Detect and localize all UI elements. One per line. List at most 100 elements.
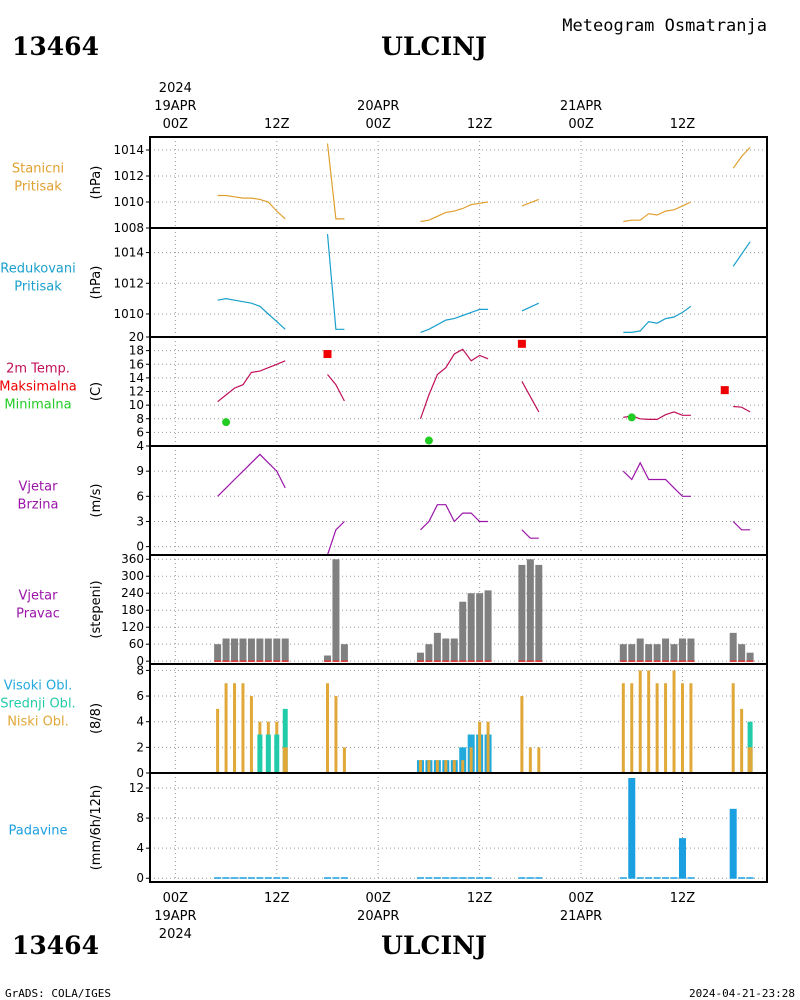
mid-cloud-bar — [257, 734, 263, 773]
direction-bar — [467, 593, 475, 662]
footer-credit: GrADS: COLA/IGES — [5, 987, 111, 1000]
direction-bar — [653, 644, 661, 662]
low-cloud-bar — [241, 683, 245, 773]
precip-bar — [247, 877, 255, 879]
low-cloud-bar — [224, 683, 228, 773]
unit-label: (m/s) — [89, 484, 104, 518]
y-tick-label: 360 — [121, 552, 144, 566]
direction-bar — [535, 564, 543, 662]
series-line — [521, 529, 539, 539]
variable-label: Vjetar — [19, 480, 59, 495]
variable-label: Visoki Obl. — [4, 679, 72, 694]
low-cloud-bar — [461, 760, 465, 773]
low-cloud-bar — [621, 683, 625, 773]
precip-bar — [653, 877, 661, 879]
direction-bar — [670, 644, 678, 662]
y-tick-label: 120 — [121, 620, 144, 634]
series-line — [326, 234, 345, 330]
direction-bar — [273, 638, 281, 662]
series-line — [420, 201, 489, 223]
direction-bar — [628, 644, 636, 662]
panel-wind-speed: 0 3 6 9 (m/s) Vjetar Brzina — [18, 445, 768, 556]
low-cloud-bar — [520, 696, 524, 773]
direction-bar — [476, 593, 484, 662]
time-hour-label-top: 00Z — [568, 117, 594, 132]
series-line — [622, 461, 691, 497]
series-line — [420, 308, 489, 333]
y-tick-label: 14 — [129, 371, 144, 385]
series-line — [732, 146, 751, 169]
y-tick-label: 16 — [129, 357, 144, 371]
low-cloud-bar — [672, 670, 676, 773]
y-tick-label: 300 — [121, 569, 144, 583]
low-cloud-bar — [740, 708, 744, 773]
time-date-label-bottom: 19APR — [154, 909, 196, 924]
time-date-label-bottom: 21APR — [560, 909, 602, 924]
station-id-top: 13464 — [12, 32, 99, 61]
precip-bar — [442, 877, 450, 879]
series-line — [521, 381, 540, 413]
y-tick-label: 1012 — [113, 276, 144, 290]
precip-bar — [425, 877, 433, 879]
variable-label: Stanicni — [12, 162, 64, 177]
precip-bar — [518, 877, 526, 879]
unit-label: (mm/6h/12h) — [89, 785, 104, 871]
series-line — [217, 297, 286, 330]
low-cloud-bar — [647, 670, 651, 773]
y-tick-label: 2 — [136, 740, 144, 754]
time-hour-label-top: 00Z — [163, 117, 189, 132]
y-tick-label: 20 — [129, 330, 144, 344]
panel-wind-direction: 0 60 120 180 240 300 360 (stepeni) Vjetar Pravac — [16, 552, 768, 668]
series-line — [217, 453, 286, 497]
precip-bar — [264, 877, 272, 879]
time-year-label-top: 2024 — [159, 81, 192, 96]
y-tick-label: 0 — [136, 766, 144, 780]
y-tick-label: 12 — [129, 385, 144, 399]
series-line — [521, 198, 540, 207]
direction-bar — [425, 644, 433, 662]
variable-label: Maksimalna — [0, 380, 77, 395]
y-tick-label: 18 — [129, 344, 144, 358]
direction-bar — [526, 559, 534, 662]
time-hour-label-bottom: 00Z — [365, 891, 391, 906]
direction-bar — [247, 638, 255, 662]
variable-label: Pritisak — [14, 280, 62, 295]
y-tick-label: 4 — [136, 439, 144, 453]
y-tick-label: 180 — [121, 603, 144, 617]
precip-bar — [687, 877, 695, 879]
series-line — [420, 504, 489, 531]
precip-bar — [332, 877, 340, 879]
precip-bar — [416, 877, 424, 879]
series-line — [217, 194, 286, 220]
y-tick-label: 6 — [136, 689, 144, 703]
time-date-label-top: 21APR — [560, 99, 602, 114]
direction-bar — [340, 644, 348, 662]
precip-bar — [535, 877, 543, 879]
variable-label: Brzina — [18, 498, 59, 513]
tmax-marker — [323, 350, 332, 359]
y-tick-label: 10 — [129, 398, 144, 412]
direction-bar — [214, 644, 222, 662]
precip-bar — [476, 877, 484, 879]
direction-bar — [459, 601, 467, 662]
panel-frame — [149, 445, 768, 556]
direction-bar — [484, 590, 492, 662]
variable-label: Niski Obl. — [7, 715, 69, 730]
precip-bar — [459, 877, 467, 879]
y-tick-label: 0 — [136, 871, 144, 885]
variable-label: Srednji Obl. — [0, 697, 75, 712]
series-line — [732, 241, 751, 267]
y-tick-label: 0 — [136, 540, 144, 554]
station-name-top: ULCINJ — [381, 32, 487, 61]
y-tick-label: 0 — [136, 654, 144, 668]
mid-cloud-bar — [274, 734, 280, 773]
variable-label: Vjetar — [19, 589, 59, 604]
low-cloud-bar — [680, 683, 684, 773]
precip-bar — [273, 877, 281, 879]
panel-precipitation: 0 4 8 12 (mm/6h/12h) Padavine — [9, 772, 768, 885]
low-cloud-bar — [452, 760, 456, 773]
panel-station-pressure: 1008 1010 1012 1014 (hPa) Stanicni Pritisak — [12, 136, 768, 235]
panel-frame — [149, 227, 768, 338]
